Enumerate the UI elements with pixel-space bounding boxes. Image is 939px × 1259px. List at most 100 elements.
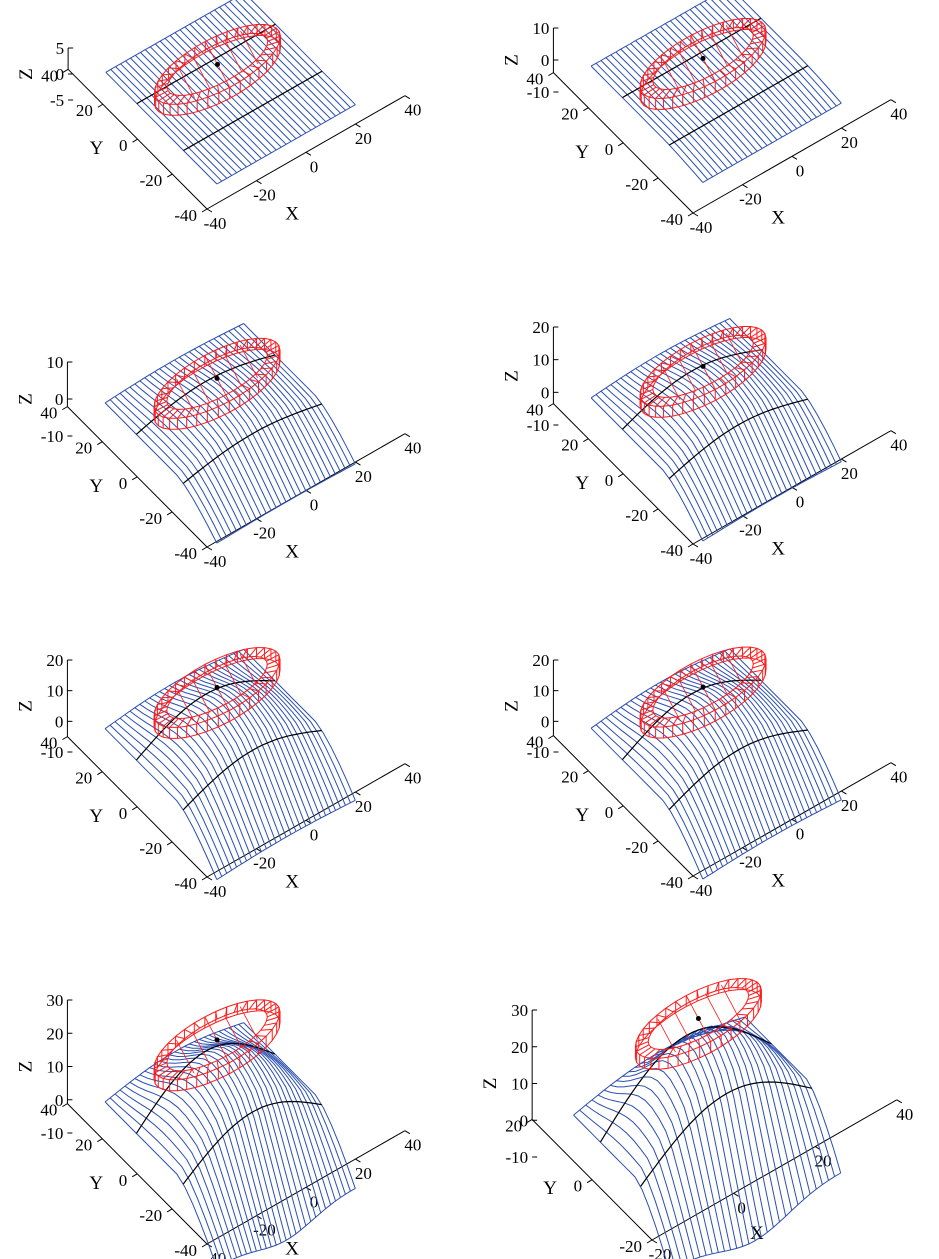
cell-edge [648, 396, 660, 406]
y-tick-mark [131, 806, 138, 811]
cell-edge [169, 1070, 179, 1081]
cell-edge [155, 90, 169, 98]
mesh-edge [104, 648, 244, 730]
cell-edge [175, 1035, 185, 1040]
cell-edge [167, 690, 179, 693]
cell-edge [184, 676, 193, 682]
mesh-line [238, 651, 351, 803]
z-tick-label: -10 [527, 416, 550, 435]
cell-edge [155, 713, 168, 721]
z-axis-label: Z [15, 393, 36, 405]
y-tick-label: 20 [505, 1116, 522, 1135]
cell-edge [260, 648, 272, 658]
x-tick-mark [404, 433, 411, 438]
mesh-edge [105, 0, 233, 73]
cell-edge [701, 30, 704, 38]
mesh-line [144, 377, 257, 520]
z-axis-label: Z [501, 54, 522, 66]
cell-edge [748, 989, 762, 996]
mesh-line [655, 356, 768, 503]
z-tick-label: 30 [511, 1001, 528, 1020]
y-tick-mark [166, 1208, 173, 1213]
cell-edge [663, 88, 672, 99]
z-axis-label: Z [15, 1061, 36, 1073]
cell-edge [241, 648, 248, 659]
cell-edge [266, 1006, 280, 1014]
cell-edge [727, 64, 736, 70]
mesh-line [684, 339, 798, 486]
cell-edge [653, 690, 665, 692]
x-tick-mark [355, 123, 361, 128]
y-tick-label: -20 [139, 839, 162, 858]
seam-line [668, 398, 808, 479]
z-axis-label: Z [501, 370, 522, 382]
y-tick-label: 20 [75, 1136, 92, 1155]
mesh-line [603, 1089, 701, 1258]
cell-edge [260, 1000, 272, 1010]
y-tick-label: 0 [605, 140, 614, 159]
cell-edge [665, 1007, 674, 1013]
z-tick-label: 10 [46, 1058, 63, 1077]
x-tick-label: -40 [204, 1249, 227, 1259]
z-tick-label: -10 [527, 743, 550, 762]
cell-edge [653, 61, 665, 64]
mesh-line [154, 371, 267, 514]
cell-edge [648, 717, 660, 727]
x-tick-label: 40 [404, 101, 421, 120]
cell-edge [690, 35, 695, 43]
z-axis-label: Z [501, 700, 522, 712]
mesh-line [120, 63, 233, 176]
mesh-line [610, 54, 723, 172]
center-point [700, 55, 706, 61]
mesh-line [610, 1084, 707, 1256]
cell-outline [153, 1010, 281, 1092]
x-tick-label: 20 [355, 1164, 372, 1183]
y-axis-label: Y [575, 142, 589, 163]
cell-edge [260, 367, 273, 370]
cell-edge [688, 1042, 691, 1052]
mesh-line [164, 688, 277, 844]
mesh-line [625, 703, 738, 858]
cell-grid-line [192, 370, 211, 404]
y-tick-mark [62, 406, 68, 411]
x-tick-label: -20 [739, 190, 762, 209]
z-tick-label: 20 [46, 651, 63, 670]
cell-edge [266, 40, 280, 46]
x-tick-mark [733, 1192, 739, 1197]
y-tick-mark [583, 438, 589, 443]
cell-edge [194, 47, 201, 54]
cell-edge [177, 1070, 186, 1081]
cell-edge [225, 703, 230, 711]
mesh-line [109, 724, 223, 877]
y-tick-mark [652, 840, 659, 845]
z-tick-label: 20 [532, 651, 549, 670]
cell-edge [719, 21, 724, 32]
mesh-line [699, 661, 813, 816]
z-tick-label: 20 [511, 1038, 528, 1057]
cell-edge [175, 60, 186, 64]
cell-edge [711, 703, 716, 711]
cell-edge [741, 326, 751, 336]
cell-edge [719, 698, 727, 705]
cell-outline [639, 337, 767, 418]
mesh-line [233, 1025, 346, 1195]
mesh-line [597, 1094, 695, 1259]
mesh-line [159, 691, 272, 846]
cell-edge [193, 361, 201, 368]
cell-grid-line [240, 30, 259, 65]
cell-edge [745, 1001, 759, 1005]
cell-edge [264, 27, 277, 37]
cell-edge [749, 21, 763, 31]
cell-edge [255, 999, 265, 1010]
x-tick-label: -40 [690, 881, 713, 900]
y-tick-mark [62, 68, 69, 73]
y-tick-mark [132, 138, 138, 143]
y-tick-label: 20 [561, 105, 578, 124]
mesh-line [616, 1076, 713, 1254]
x-tick-label: 0 [796, 161, 805, 180]
y-tick-mark [131, 1173, 138, 1178]
cell-grid-line [705, 993, 724, 1027]
cell-grid-line [657, 1018, 676, 1053]
mesh-line [213, 338, 327, 481]
mesh-line [114, 396, 228, 538]
